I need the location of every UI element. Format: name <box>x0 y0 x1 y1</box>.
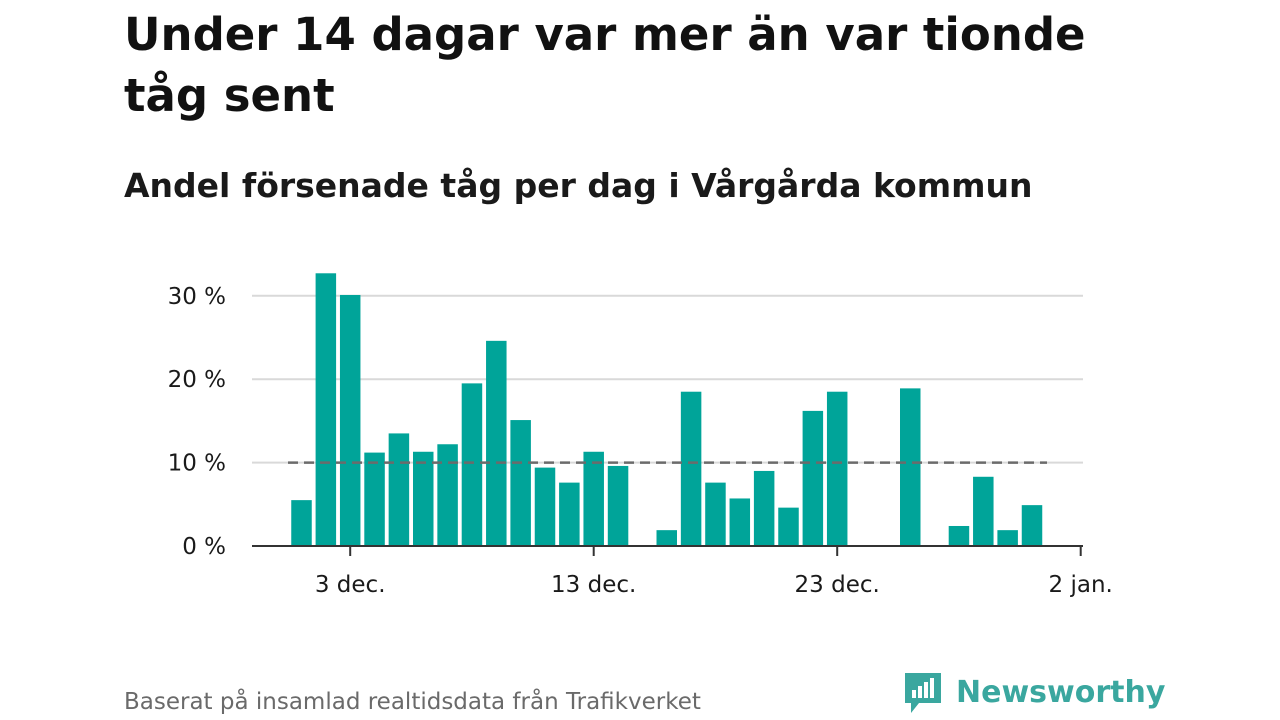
bar <box>583 451 604 546</box>
bars <box>291 273 1043 546</box>
y-tick-label: 20 % <box>168 367 226 393</box>
bar <box>534 467 556 546</box>
x-tick-label: 3 dec. <box>315 572 386 598</box>
bar <box>973 476 994 546</box>
y-tick-labels: 0 % 10 % 20 % 30 % <box>168 284 226 560</box>
bar <box>388 433 410 546</box>
y-tick-label: 10 % <box>168 451 226 477</box>
chart-subtitle: Andel försenade tåg per dag i Vårgårda k… <box>124 166 1033 205</box>
bar <box>753 470 775 546</box>
bar <box>802 410 824 546</box>
bar <box>315 273 337 546</box>
chart-title: Under 14 dagar var mer än var tionde tåg… <box>124 8 1086 122</box>
bar <box>339 294 361 546</box>
grid-lines <box>252 294 1083 464</box>
x-axis <box>252 545 1083 556</box>
bar <box>680 391 702 546</box>
y-tick-label: 30 % <box>168 284 226 310</box>
brand-name: Newsworthy <box>956 675 1166 710</box>
bar <box>291 500 312 546</box>
bar <box>778 507 799 546</box>
y-tick-label: 0 % <box>182 534 226 560</box>
bar <box>559 482 580 546</box>
x-tick-label: 23 dec. <box>795 572 880 598</box>
bar <box>900 388 921 546</box>
bar-chart-speech-bubble-icon <box>905 673 941 713</box>
bar <box>948 525 970 546</box>
x-tick-labels: 3 dec. 13 dec. 23 dec. 2 jan. <box>315 572 1113 598</box>
newsworthy-logo: Newsworthy <box>902 670 1165 716</box>
bar <box>826 391 848 546</box>
bar <box>486 340 507 546</box>
source-footnote: Baserat på insamlad realtidsdata från Tr… <box>124 689 701 715</box>
bar <box>997 530 1018 546</box>
bar <box>705 482 726 546</box>
bar <box>413 451 434 546</box>
bar <box>1021 505 1043 546</box>
bar <box>656 530 677 546</box>
bar <box>461 383 483 546</box>
bar <box>364 452 385 546</box>
bar <box>729 498 751 546</box>
bar <box>437 444 458 546</box>
bar <box>510 420 531 546</box>
x-tick-label: 13 dec. <box>551 572 636 598</box>
bar <box>607 465 629 546</box>
x-tick-label: 2 jan. <box>1049 572 1113 598</box>
